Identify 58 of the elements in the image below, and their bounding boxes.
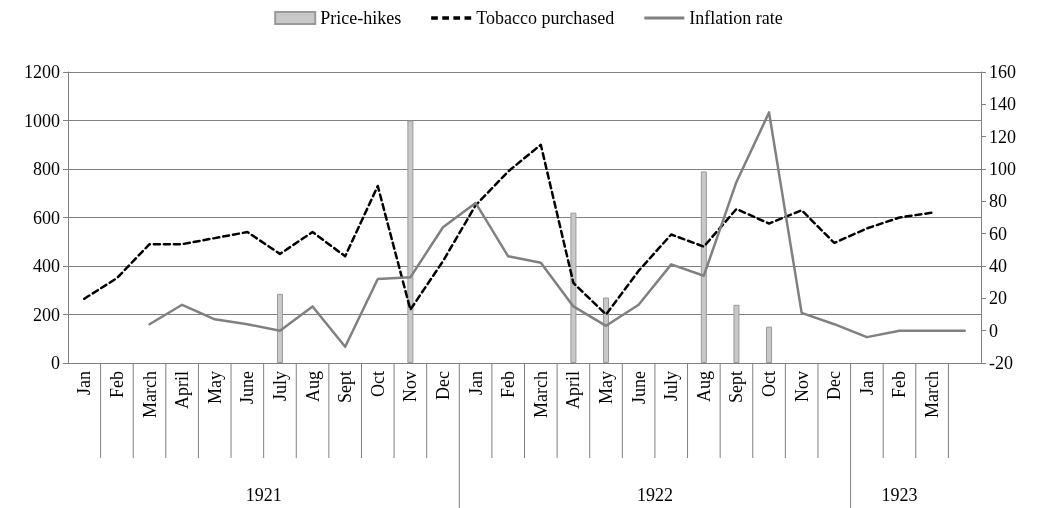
y2-tick-label: 20 [989, 288, 1007, 309]
bar [603, 297, 610, 363]
x-tick-label: Oct [759, 371, 780, 397]
x-tick-label: Dec [432, 371, 453, 400]
bar [700, 171, 707, 363]
x-tick-label: Aug [693, 371, 714, 402]
y2-tick-label: 40 [989, 256, 1007, 276]
x-tick-label: April [563, 371, 584, 409]
x-tick-label: March [530, 371, 551, 418]
x-tick-label: April [172, 371, 193, 409]
x-tick-label: June [237, 371, 258, 404]
y-tick-label: 400 [33, 256, 60, 276]
x-tick-label: Feb [889, 371, 910, 398]
x-tick-label: March [139, 371, 160, 418]
y2-tick-label: 160 [989, 62, 1016, 82]
x-tick-label: July [661, 371, 682, 402]
y-tick-label: 600 [33, 207, 60, 228]
y-tick-label: 800 [33, 159, 60, 179]
x-tick-label: March [922, 371, 943, 418]
text: 1921 [245, 485, 282, 505]
x-tick-label: May [596, 371, 617, 404]
y-tick-label: 1000 [24, 110, 60, 131]
y2-tick-label: 0 [989, 320, 998, 341]
y-tick-label: 0 [51, 353, 60, 373]
x-tick-label: June [628, 371, 649, 404]
text: 1922 [636, 485, 673, 505]
bar [766, 326, 773, 363]
legend-label: Price-hikes [320, 8, 402, 28]
x-tick-label: Jan [74, 371, 95, 395]
x-tick-label: Oct [367, 371, 388, 397]
y2-tick-label: 60 [989, 223, 1007, 244]
y-tick-label: 200 [33, 304, 60, 325]
x-tick-label: Jan [465, 371, 486, 395]
y2-tick-label: 140 [989, 94, 1016, 115]
x-tick-label: Sept [335, 371, 356, 404]
line-series [83, 143, 934, 316]
x-tick-label: July [269, 371, 290, 402]
y-tick-label: 1200 [24, 62, 60, 82]
x-tick-label: Sept [726, 371, 747, 404]
bar [276, 293, 283, 363]
legend-label: Tobacco purchased [476, 8, 615, 28]
x-tick-label: May [204, 371, 225, 404]
bar [733, 304, 740, 363]
x-tick-label: Nov [400, 371, 421, 402]
x-tick-label: Feb [498, 371, 519, 398]
bar [407, 120, 414, 363]
y2-tick-label: -20 [989, 353, 1013, 373]
text: 1923 [881, 485, 918, 505]
y2-tick-label: 120 [989, 126, 1016, 147]
x-tick-label: Aug [302, 371, 323, 402]
x-tick-label: Feb [106, 371, 127, 398]
bar [570, 212, 577, 363]
x-tick-label: Dec [824, 371, 845, 400]
x-tick-label: Nov [791, 371, 812, 402]
y2-tick-label: 100 [989, 159, 1016, 179]
legend-label: Inflation rate [689, 8, 783, 28]
x-tick-label: Jan [856, 371, 877, 395]
y2-tick-label: 80 [989, 191, 1007, 212]
